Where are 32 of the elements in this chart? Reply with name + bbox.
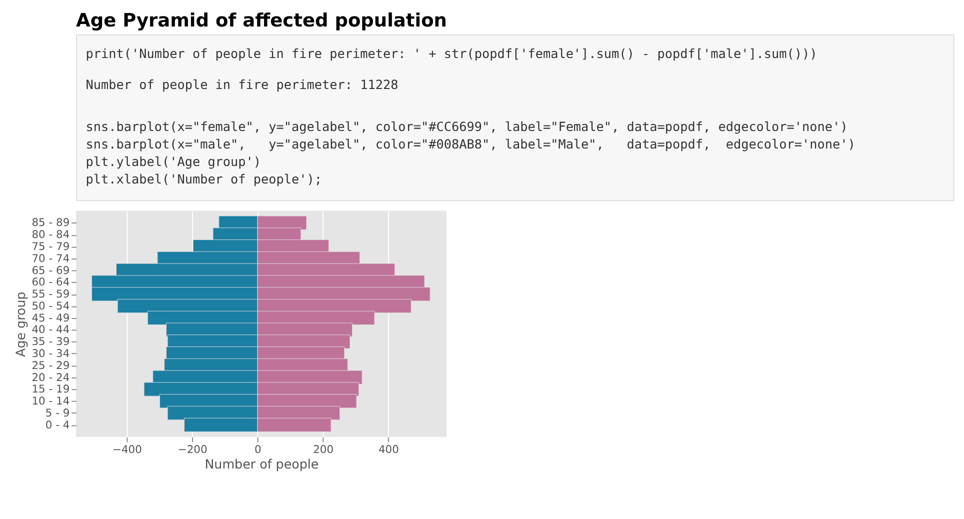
y-tick-label: 20 - 24: [32, 370, 70, 384]
x-tick-label: −200: [178, 443, 208, 456]
text: print('Number of people in fire perimeter: ' + str(popdf['female'].sum() - popdf['male'].sum())): [86, 46, 818, 61]
y-tick-label: 50 - 54: [32, 299, 70, 312]
y-tick-label: 65 - 69: [32, 264, 70, 277]
text: sns.barplot(x="female", y="agelabel", color="#CC6699", label="Female", data=popdf, edgecolor='none'): [86, 118, 848, 134]
y-tick-label: 0 - 4: [45, 418, 70, 432]
y-tick-label: 40 - 44: [32, 323, 70, 336]
y-tick-label: 10 - 14: [32, 394, 70, 408]
y-tick-label: 5 - 9: [45, 406, 70, 420]
chart-title: Age Pyramid of affected population: [76, 10, 447, 32]
x-tick-label: 400: [378, 443, 400, 456]
x-tick-label: 200: [313, 443, 334, 456]
y-tick-label: 55 - 59: [32, 288, 70, 301]
y-tick-label: 15 - 19: [32, 382, 70, 396]
x-tick-label: 0: [254, 443, 262, 456]
y-tick-label: 80 - 84: [32, 228, 70, 242]
x-axis-title: Number of people: [204, 456, 319, 472]
y-tick-label: 60 - 64: [32, 276, 70, 289]
text: plt.xlabel('Number of people');: [86, 171, 322, 186]
text: sns.barplot(x="male", y="agelabel", color="#008AB8", label="Male", data=popdf, edgecolor='none'): [86, 136, 856, 152]
x-tick-label: −400: [112, 443, 142, 456]
text: plt.ylabel('Age group'): [86, 154, 262, 169]
y-tick-label: 70 - 74: [32, 252, 70, 265]
y-tick-label: 85 - 89: [32, 216, 70, 230]
text: Number of people in fire perimeter: 11228: [86, 76, 398, 92]
y-axis-title: Age group: [12, 292, 28, 357]
y-tick-label: 45 - 49: [32, 311, 70, 324]
y-tick-label: 75 - 79: [32, 240, 70, 253]
y-tick-label: 25 - 29: [32, 358, 70, 372]
y-tick-label: 30 - 34: [32, 346, 70, 360]
y-tick-label: 35 - 39: [32, 335, 70, 348]
